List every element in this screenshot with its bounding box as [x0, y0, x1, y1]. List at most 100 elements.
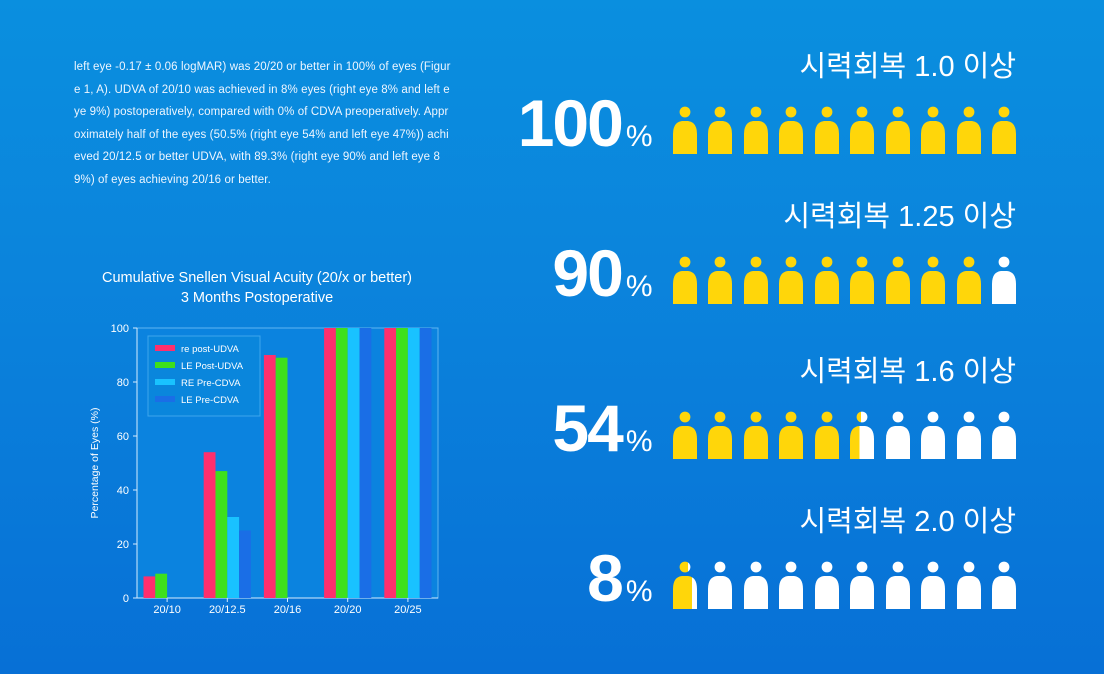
person-icon	[850, 561, 874, 609]
person-icon	[814, 561, 839, 609]
person-icon	[885, 411, 910, 459]
y-tick-label: 80	[117, 377, 129, 389]
stat-label: 시력회복 1.0 이상	[799, 51, 1016, 83]
person-icon	[743, 561, 768, 609]
person-icon	[743, 411, 768, 459]
bar	[203, 452, 216, 598]
x-tick-label: 20/25	[394, 604, 422, 616]
bar	[275, 357, 288, 598]
person-icon	[921, 561, 945, 609]
person-icon	[779, 411, 803, 459]
bar	[215, 471, 228, 598]
stat-label: 시력회복 1.25 이상	[783, 201, 1016, 233]
person-icon	[814, 106, 839, 154]
person-icon	[956, 256, 981, 304]
bar	[407, 328, 420, 598]
bar	[359, 328, 372, 598]
legend-swatch	[155, 345, 175, 351]
stat-unit: %	[625, 575, 653, 608]
bar	[347, 328, 360, 598]
stat-percentage: 54%	[552, 391, 653, 465]
person-icon	[672, 106, 697, 154]
bar	[419, 328, 432, 598]
person-icon	[921, 411, 945, 459]
y-tick-label: 20	[117, 539, 129, 551]
person-icon	[921, 106, 945, 154]
stat-number: 90	[552, 236, 623, 310]
person-icon	[743, 256, 768, 304]
stat-number: 54	[552, 391, 623, 465]
person-icon	[708, 411, 732, 459]
bar-chart: 0 20 40 60 80 100 Percentage of Eyes (%) 20/10 2…	[89, 323, 439, 616]
bar	[227, 517, 240, 598]
person-icon	[672, 561, 697, 609]
person-icon	[672, 411, 697, 459]
x-tick-label: 20/16	[274, 604, 302, 616]
person-icon-row	[672, 561, 1016, 609]
legend-swatch	[155, 362, 175, 368]
person-icon	[956, 106, 981, 154]
bar	[396, 328, 408, 598]
stat-percentage: 8%	[587, 541, 653, 615]
person-icon	[885, 256, 910, 304]
person-icon-row	[672, 256, 1016, 304]
y-tick-label: 60	[117, 431, 129, 443]
stat-percentage: 100%	[517, 86, 653, 160]
stat-block-3: 시력회복 1.6 이상 54%	[476, 355, 1016, 465]
person-icon	[992, 411, 1016, 459]
stat-label: 시력회복 1.6 이상	[799, 356, 1016, 388]
chart-title: Cumulative Snellen Visual Acuity (20/x o…	[101, 270, 413, 286]
person-icon	[708, 106, 732, 154]
legend-swatch	[155, 379, 175, 385]
legend-entry: re post-UDVA	[181, 344, 240, 355]
person-icon	[672, 256, 697, 304]
chart-title-block: Cumulative Snellen Visual Acuity (20/x o…	[62, 268, 452, 308]
person-icon	[708, 561, 732, 609]
stat-label: 시력회복 2.0 이상	[799, 506, 1016, 538]
bar	[155, 573, 168, 598]
legend-entry: LE Pre-CDVA	[181, 395, 240, 406]
x-tick-label: 20/10	[153, 604, 181, 616]
person-icon	[743, 106, 768, 154]
person-icon	[850, 411, 874, 459]
person-icon	[956, 561, 981, 609]
stat-number: 100	[517, 86, 624, 160]
stat-block-2: 시력회복 1.25 이상 90%	[476, 200, 1016, 310]
x-tick-label: 20/12.5	[209, 604, 246, 616]
person-icon	[992, 106, 1016, 154]
y-axis-label: Percentage of Eyes (%)	[89, 408, 101, 519]
chart-subtitle: 3 Months Postoperative	[180, 290, 334, 306]
person-icon	[814, 256, 839, 304]
legend-entry: LE Post-UDVA	[181, 361, 244, 372]
person-icon	[885, 561, 910, 609]
y-tick-label: 100	[111, 323, 129, 335]
stat-block-1: 시력회복 1.0 이상 100%	[476, 50, 1016, 160]
legend-swatch	[155, 396, 175, 402]
stat-unit: %	[625, 270, 653, 303]
stat-number: 8	[587, 541, 624, 615]
description-paragraph: left eye -0.17 ± 0.06 logMAR) was 20/20 …	[74, 61, 451, 186]
x-tick-label: 20/20	[334, 604, 362, 616]
person-icon-row	[672, 411, 1016, 459]
bar	[263, 355, 276, 598]
bar	[384, 328, 397, 598]
stat-unit: %	[625, 120, 653, 153]
y-tick-label: 40	[117, 485, 129, 497]
bar	[335, 328, 348, 598]
person-icon	[814, 411, 839, 459]
person-icon	[779, 256, 803, 304]
y-tick-label: 0	[123, 593, 129, 605]
bar	[143, 576, 156, 598]
person-icon-row	[672, 106, 1016, 154]
person-icon	[850, 106, 874, 154]
person-icon	[992, 256, 1016, 304]
person-icon	[956, 411, 981, 459]
stat-percentage: 90%	[552, 236, 653, 310]
legend-entry: RE Pre-CDVA	[181, 378, 241, 389]
person-icon	[708, 256, 732, 304]
person-icon	[779, 106, 803, 154]
person-icon	[850, 256, 874, 304]
stat-unit: %	[625, 425, 653, 458]
person-icon	[885, 106, 910, 154]
bar	[324, 328, 336, 598]
